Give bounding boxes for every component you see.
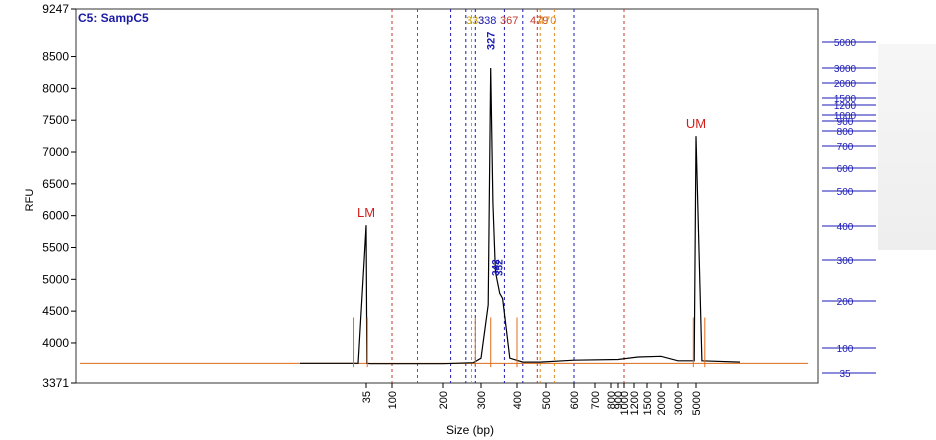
peak-label: 327 [486,32,498,50]
x-axis-label: Size (bp) [446,423,494,437]
region-label: 338 [478,15,496,27]
peak-label: 342 [491,259,502,276]
y-tick-label: 6000 [42,209,69,223]
marker-label-um: UM [686,116,706,131]
ladder-label: 3000 [834,64,857,75]
y-tick-label: 8000 [42,81,69,95]
ladder-label: 500 [837,187,854,198]
sample-title: C5: SampC5 [78,11,149,25]
ladder-label: 1000 [834,111,857,122]
y-tick-label: 7500 [42,113,69,127]
rfu-trace [300,67,741,365]
y-tick-label: 9247 [42,2,69,16]
x-tick-label: 100 [387,391,399,409]
x-tick-label: 1000 [619,391,631,415]
x-tick-label: 1500 [642,391,654,415]
y-tick-label: 5500 [42,240,69,254]
region-label: 470 [538,15,556,27]
ladder-label: 2000 [834,79,857,90]
marker-label-lm: LM [357,205,375,220]
region-label: 333 [466,15,484,27]
ladder-label: 1500 [834,94,857,105]
ladder-label: 900 [837,117,854,128]
peak-label: 352 [495,259,506,276]
x-tick-label: 700 [590,391,602,409]
y-tick-label: 7000 [42,145,69,159]
ladder-label: 800 [837,127,854,138]
x-tick-label: 200 [438,391,450,409]
ladder-label: 1200 [834,101,857,112]
y-tick-label: 4000 [42,336,69,350]
plot-frame [75,8,819,384]
ladder-label: 5000 [834,38,857,49]
x-tick-label: 800 [606,391,618,409]
y-tick-label: 5000 [42,272,69,286]
x-tick-label: 300 [476,391,488,409]
x-tick-label: 2000 [656,391,668,415]
ladder-label: 100 [837,344,854,355]
y-tick-label: 4500 [42,304,69,318]
side-panel-strip [878,44,936,250]
ladder-label: 35 [839,369,851,380]
x-tick-label: 5000 [691,391,703,415]
y-tick-label: 3371 [42,376,69,390]
x-tick-label: 900 [613,391,625,409]
x-tick-label: 1200 [629,391,641,415]
ladder-label: 700 [837,142,854,153]
x-tick-label: 600 [569,391,581,409]
x-tick-label: 3000 [673,391,685,415]
x-tick-label: 400 [512,391,524,409]
y-tick-label: 6500 [42,177,69,191]
region-label: 479 [530,15,548,27]
region-label: 367 [500,15,518,27]
ladder-label: 400 [837,222,854,233]
ladder-label: 600 [837,164,854,175]
x-tick-label: 500 [541,391,553,409]
y-axis-label: RFU [24,189,36,212]
x-tick-label: 35 [361,391,373,403]
ladder-label: 200 [837,297,854,308]
ladder-label: 300 [837,256,854,267]
y-tick-label: 8500 [42,50,69,64]
